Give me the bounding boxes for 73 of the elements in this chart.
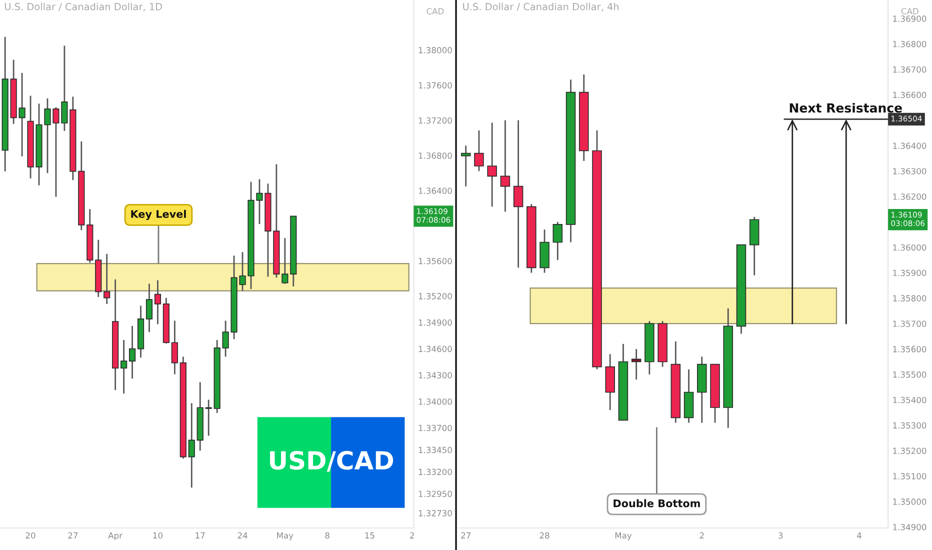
x-tick-label: 24: [238, 532, 248, 538]
y-tick-label: 1.37200: [418, 117, 452, 124]
y-tick-label: 1.34900: [893, 524, 926, 530]
x-tick-label: 2: [410, 532, 414, 538]
y-tick-label: 1.35800: [893, 295, 926, 302]
x-tick-label: 15: [365, 532, 374, 539]
y-tick-label: 1.35000: [893, 498, 926, 505]
y-tick-label: 1.36900: [893, 16, 926, 22]
y-tick-label: 1.33700: [418, 424, 452, 432]
y-tick-label: 1.34600: [418, 346, 452, 352]
y-tick-label: 1.36300: [893, 168, 926, 174]
chart-title: U.S. Dollar / Canadian Dollar, 4h: [463, 2, 619, 12]
x-tick-label: 27: [68, 532, 78, 538]
x-tick-label: 28: [540, 532, 550, 539]
y-tick-label: 1.35600: [893, 346, 926, 352]
y-axis-title: CAD: [901, 8, 918, 14]
y-tick-label: 1.35900: [893, 270, 926, 276]
candlestick: [500, 120, 510, 212]
y-tick-label: 1.36800: [418, 152, 452, 159]
y-tick-label: 1.32730: [418, 510, 452, 516]
y-tick-label: 1.33200: [418, 468, 452, 476]
y-tick-label: 1.35200: [893, 448, 926, 454]
x-tick-label: 10: [153, 532, 162, 539]
x-tick-label: May: [277, 532, 294, 540]
y-tick-label: 1.36000: [893, 244, 926, 251]
candlestick: [171, 320, 178, 375]
y-tick-label: 1.36700: [893, 66, 926, 73]
y-tick-label: 1.38000: [418, 47, 452, 54]
candlestick: [154, 280, 162, 325]
x-tick-label: May: [615, 532, 632, 540]
y-tick-label: 1.34900: [418, 319, 452, 326]
y-tick-label: 1.33450: [418, 446, 452, 454]
y-tick-label: 1.36200: [893, 193, 926, 200]
y-tick-label: 1.36600: [893, 92, 926, 98]
y-tick-label: 1.35100: [893, 473, 926, 480]
annotation: Next Resistance: [790, 102, 902, 113]
y-tick-label: 1.35700: [893, 320, 926, 327]
y-axis-title: CAD: [426, 8, 444, 14]
candlestick: [552, 221, 563, 261]
x-tick-label: Apr: [108, 532, 123, 540]
y-tick-label: 1.32950: [418, 490, 452, 498]
candlestick: [120, 339, 128, 394]
x-tick-label: 20: [26, 532, 36, 539]
candlestick: [104, 253, 110, 305]
y-tick-label: 1.34300: [418, 372, 452, 378]
x-tick-label: 8: [325, 532, 330, 539]
annotation: USD/CAD: [270, 450, 394, 472]
annotation: Key Level: [131, 210, 186, 220]
candlestick: [128, 325, 136, 380]
candlestick: [487, 122, 497, 208]
y-tick-label: 1.36800: [893, 40, 926, 48]
y-tick-label: 1.35500: [893, 371, 926, 378]
y-tick-label: 1.35400: [893, 396, 926, 404]
y-tick-label: 1.35200: [418, 293, 452, 300]
y-tick-label: 1.37600: [418, 82, 452, 88]
candlestick: [282, 237, 288, 284]
y-tick-label: 1.35600: [418, 258, 452, 264]
candlestick: [474, 130, 484, 172]
candlestick: [146, 283, 153, 333]
x-tick-label: 27: [461, 532, 470, 538]
y-tick-label: 1.34000: [418, 398, 452, 405]
chart-title: U.S. Dollar / Canadian Dollar, 1D: [4, 2, 162, 12]
y-tick-label: 1.36400: [418, 188, 452, 194]
y-tick-label: 1.35300: [893, 422, 926, 429]
x-tick-label: 3: [778, 532, 783, 539]
x-tick-label: 17: [196, 532, 205, 538]
y-tick-label: 1.36400: [893, 142, 926, 149]
candlestick: [513, 120, 524, 268]
annotation: Double Bottom: [614, 499, 700, 508]
candlestick: [205, 399, 212, 436]
candlestick: [188, 402, 195, 488]
x-tick-label: 4: [857, 532, 862, 538]
x-tick-label: 2: [700, 532, 704, 538]
